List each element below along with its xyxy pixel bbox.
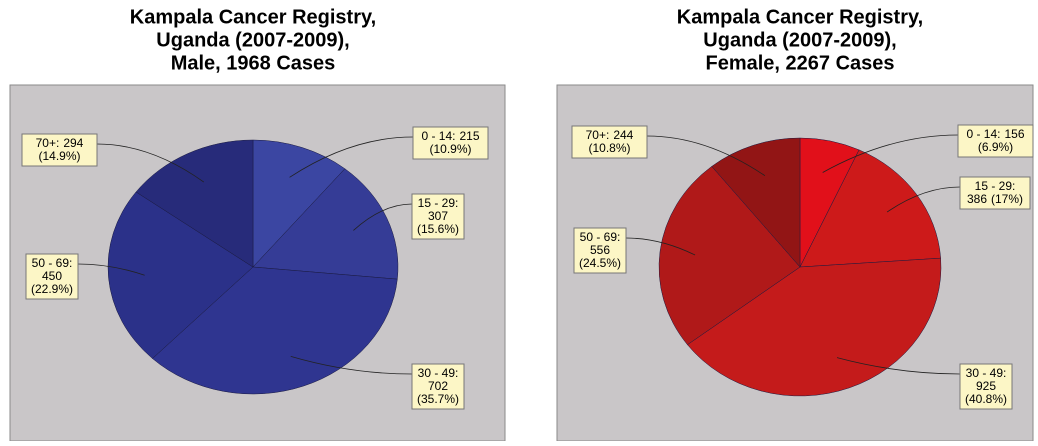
- label-box: [959, 176, 1031, 210]
- leader-line: [353, 203, 413, 231]
- data-label: 15 - 29: 307 (15.6%): [417, 196, 459, 236]
- label-box: [411, 363, 465, 410]
- category-label: 0 - 14:: [421, 129, 455, 143]
- leader-line: [625, 237, 696, 256]
- value-label: 307: [428, 209, 448, 223]
- label-box: [412, 126, 489, 160]
- chart-title: Female, 2267 Cases: [705, 52, 894, 74]
- leader-line: [289, 136, 414, 178]
- label-box: [957, 124, 1034, 158]
- label-box: [411, 193, 465, 240]
- category-label: 15 - 29:: [418, 196, 459, 210]
- chart-title: Uganda (2007-2009),: [703, 29, 896, 51]
- chart-title: Kampala Cancer Registry,: [130, 6, 376, 28]
- percent-label: (10.9%): [429, 142, 471, 156]
- value-label: 556: [590, 243, 610, 257]
- label-box: [959, 363, 1013, 410]
- chart-title: Uganda (2007-2009),: [156, 29, 349, 51]
- category-label: 50 - 69:: [580, 230, 621, 244]
- percent-label: (15.6%): [417, 222, 459, 236]
- leader-line: [822, 134, 959, 173]
- leader-line: [836, 357, 961, 375]
- data-label: 50 - 69: 556 (24.5%): [579, 230, 621, 270]
- value-label: 450: [42, 269, 62, 283]
- chart-title: Kampala Cancer Registry,: [677, 6, 923, 28]
- leader-line: [886, 186, 961, 213]
- category-label: 15 - 29:: [975, 179, 1016, 193]
- percent-label: (40.8%): [965, 392, 1007, 406]
- label-box: [21, 133, 98, 167]
- percent-label: (35.7%): [417, 392, 459, 406]
- pie-slice: [658, 166, 801, 346]
- leader-line: [96, 143, 205, 183]
- category-label: 30 - 49:: [966, 366, 1007, 380]
- category-label: 70+:: [586, 128, 610, 142]
- leader-line: [290, 355, 413, 375]
- value-label: 244: [613, 128, 633, 142]
- pie-chart: Kampala Cancer Registry,Uganda (2007-200…: [556, 6, 1034, 442]
- label-box: [573, 227, 627, 274]
- data-label: 30 - 49: 702 (35.7%): [417, 366, 459, 406]
- data-label: 70+: 294 (14.9%): [36, 136, 84, 163]
- data-label: 50 - 69: 450 (22.9%): [31, 256, 73, 296]
- category-label: 50 - 69:: [32, 256, 73, 270]
- leader-line: [77, 263, 145, 276]
- data-label: 70+: 244 (10.8%): [586, 128, 634, 155]
- data-label: 0 - 14: 215 (10.9%): [421, 129, 479, 156]
- percent-label: (10.8%): [588, 141, 630, 155]
- value-label: 386: [967, 192, 987, 206]
- pie-slice: [107, 191, 254, 359]
- category-label: 70+:: [36, 136, 60, 150]
- percent-label: (24.5%): [579, 256, 621, 270]
- pie-slice: [135, 139, 254, 268]
- value-label: 294: [63, 136, 83, 150]
- data-label: 30 - 49: 925 (40.8%): [965, 366, 1007, 406]
- percent-label: (14.9%): [38, 149, 80, 163]
- pie-slice: [252, 139, 346, 268]
- value-label: 215: [460, 129, 480, 143]
- pie-chart: Kampala Cancer Registry,Uganda (2007-200…: [9, 6, 506, 442]
- value-label: 925: [976, 379, 996, 393]
- percent-label: (22.9%): [31, 282, 73, 296]
- data-label: 0 - 14: 156 (6.9%): [966, 127, 1024, 154]
- percent-label: (6.9%): [978, 140, 1013, 154]
- category-label: 0 - 14:: [966, 127, 1000, 141]
- chart-title: Male, 1968 Cases: [171, 52, 336, 74]
- percent-label: (17%): [991, 192, 1023, 206]
- value-label: 702: [428, 379, 448, 393]
- leader-line: [646, 135, 766, 177]
- pie-slice: [687, 257, 942, 397]
- pie-slice: [711, 137, 801, 268]
- value-label: 156: [1005, 127, 1025, 141]
- pie-slice: [799, 149, 941, 268]
- label-box: [571, 125, 648, 159]
- data-label: 15 - 29: 386 (17%): [967, 179, 1023, 206]
- pie-slice: [152, 266, 398, 395]
- pie-slice: [252, 168, 399, 280]
- label-box: [25, 253, 79, 300]
- category-label: 30 - 49:: [418, 366, 459, 380]
